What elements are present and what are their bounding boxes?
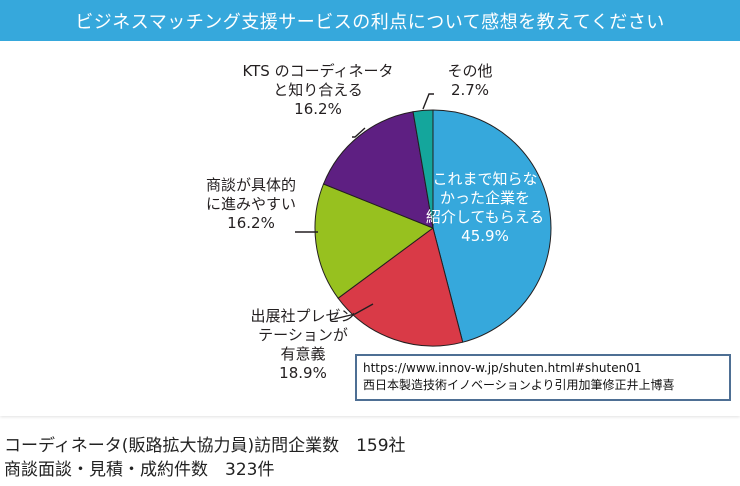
pie-chart <box>295 93 552 347</box>
slice-label-2: 商談が具体的 に進みやすい 16.2% <box>186 176 316 233</box>
slice-label-text: KTS のコーディネータ <box>242 62 394 80</box>
pie-slice-3 <box>322 111 434 229</box>
stats-block: コーディネータ(販路拡大協力員)訪問企業数 159社 商談面談・見積・成約件数 … <box>4 434 406 482</box>
slice-label-4: その他 2.7% <box>430 62 510 100</box>
leader-line-4 <box>422 93 434 110</box>
pie-slice-1 <box>337 227 464 347</box>
slice-label-0: これまで知らな かった企業を 紹介してもらえる 45.9% <box>410 170 560 246</box>
pie-slice-4 <box>412 109 434 229</box>
stat-negotiations: 商談面談・見積・成約件数 323件 <box>4 460 275 480</box>
pie-slice-2 <box>314 183 435 299</box>
slice-label-text: 出展社プレゼン <box>250 307 356 325</box>
slice-percent: 16.2% <box>294 100 342 118</box>
slice-label-3: KTS のコーディネータ と知り合える 16.2% <box>218 62 418 119</box>
slice-percent: 2.7% <box>450 81 490 99</box>
chart-title: ビジネスマッチング支援サービスの利点について感想を教えてください <box>0 0 740 41</box>
slice-label-text: に進みやすい <box>205 195 296 213</box>
slice-label-text: その他 <box>447 62 493 80</box>
slice-label-text: テーションが <box>258 326 348 344</box>
source-note: 西日本製造技術イノベーションより引用加筆修正井上博喜 <box>363 378 675 392</box>
slice-label-text: これまで知らな <box>432 170 538 188</box>
slice-label-text: 商談が具体的 <box>205 176 296 194</box>
pie-slice-0 <box>432 109 552 343</box>
slice-label-text: と知り合える <box>273 81 363 99</box>
leader-line-1 <box>329 303 374 321</box>
stat-visits: コーディネータ(販路拡大協力員)訪問企業数 159社 <box>4 436 406 456</box>
leader-line-3 <box>352 127 366 138</box>
slice-label-text: かった企業を <box>439 189 530 207</box>
slice-label-1: 出展社プレゼン テーションが 有意義 18.9% <box>228 307 378 383</box>
slice-percent: 18.9% <box>279 364 327 382</box>
slice-label-text: 紹介してもらえる <box>425 208 545 226</box>
source-url: https://www.innov-w.jp/shuten.html#shute… <box>363 361 642 375</box>
slice-label-text: 有意義 <box>280 345 326 363</box>
slice-percent: 16.2% <box>227 214 275 232</box>
slice-percent: 45.9% <box>461 227 509 245</box>
chart-card: ビジネスマッチング支援サービスの利点について感想を教えてください これまで知らな… <box>0 0 740 401</box>
source-box: https://www.innov-w.jp/shuten.html#shute… <box>355 354 731 401</box>
